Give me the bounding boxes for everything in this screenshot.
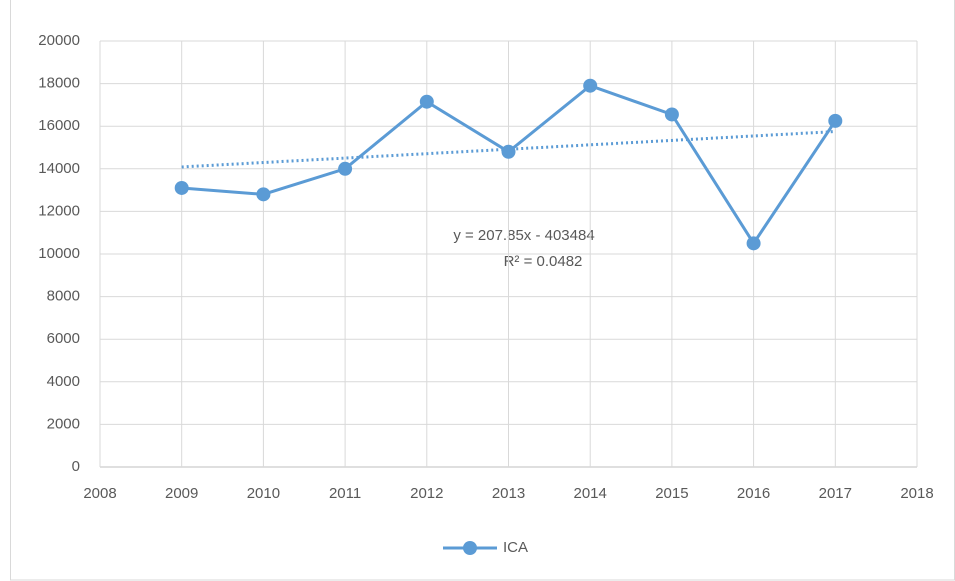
legend-marker xyxy=(463,541,477,555)
x-tick-label: 2014 xyxy=(574,485,607,502)
y-tick-label: 20000 xyxy=(38,32,80,49)
x-tick-label: 2009 xyxy=(165,485,198,502)
data-point xyxy=(419,94,434,109)
trendline xyxy=(181,130,836,169)
x-tick-label: 2008 xyxy=(83,485,116,502)
x-tick-label: 2010 xyxy=(247,485,280,502)
y-tick-label: 8000 xyxy=(47,288,80,305)
y-tick-label: 2000 xyxy=(47,415,80,432)
data-point xyxy=(583,78,598,93)
y-tick-label: 18000 xyxy=(38,75,80,92)
data-point xyxy=(746,236,761,251)
x-tick-label: 2013 xyxy=(492,485,525,502)
x-tick-label: 2018 xyxy=(900,485,933,502)
y-tick-label: 14000 xyxy=(38,160,80,177)
y-tick-label: 6000 xyxy=(47,330,80,347)
trend-equation: y = 207.85x - 403484 xyxy=(453,227,594,244)
x-tick-label: 2017 xyxy=(819,485,852,502)
legend-label: ICA xyxy=(503,539,528,556)
x-tick-label: 2011 xyxy=(329,485,361,502)
x-tick-label: 2016 xyxy=(737,485,770,502)
data-point xyxy=(828,113,843,128)
data-point xyxy=(501,144,516,159)
data-point xyxy=(256,187,271,202)
trend-r2: R² = 0.0482 xyxy=(504,253,583,270)
data-point xyxy=(664,107,679,122)
x-tick-label: 2012 xyxy=(410,485,443,502)
y-tick-label: 12000 xyxy=(38,202,80,219)
x-tick-label: 2015 xyxy=(655,485,688,502)
data-point xyxy=(338,161,353,176)
chart-frame xyxy=(10,0,955,581)
y-tick-label: 16000 xyxy=(38,117,80,134)
y-tick-label: 0 xyxy=(72,458,80,475)
y-tick-label: 10000 xyxy=(38,245,80,262)
data-point xyxy=(174,180,189,195)
y-tick-label: 4000 xyxy=(47,373,80,390)
